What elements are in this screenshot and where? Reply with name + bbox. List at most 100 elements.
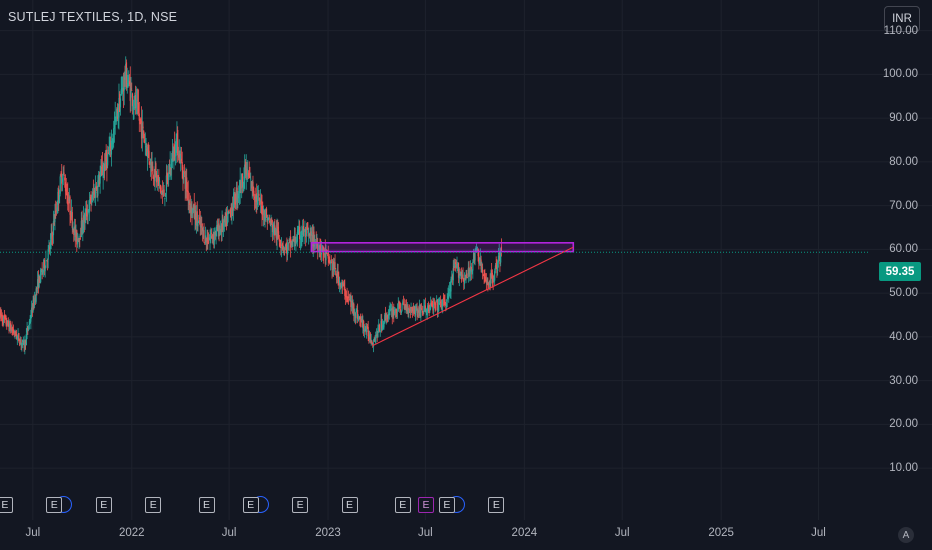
earnings-marker[interactable]: E — [46, 497, 63, 513]
candle-body — [436, 300, 438, 303]
candle-body — [486, 283, 488, 284]
candle-body — [135, 99, 137, 108]
candle-body — [198, 220, 200, 223]
candle-body — [406, 304, 408, 314]
last-price-badge: 59.35 — [879, 262, 921, 281]
candle-body — [237, 195, 239, 199]
candle-body — [27, 327, 29, 330]
candle-body — [200, 225, 202, 228]
symbol-title[interactable]: SUTLEJ TEXTILES, 1D, NSE — [8, 10, 178, 24]
time-scale-label: Jul — [418, 527, 433, 539]
candle-body — [208, 239, 210, 241]
candle-body — [40, 270, 43, 272]
currency-button[interactable]: INR — [884, 6, 920, 32]
candle-body — [355, 310, 357, 319]
candle-body — [268, 218, 270, 220]
candle-body — [280, 246, 283, 248]
candle-body — [321, 245, 323, 246]
candle-body — [289, 239, 291, 241]
candle-body — [198, 217, 201, 219]
candle-body — [6, 320, 9, 325]
candle-body — [332, 263, 334, 270]
earnings-marker[interactable]: E — [438, 497, 455, 513]
candle-body — [12, 330, 14, 332]
candle-body — [3, 316, 5, 322]
candle-body — [305, 228, 308, 236]
candle-body — [445, 303, 448, 308]
candle-body — [236, 187, 238, 200]
resistance-zone-rectangle — [310, 242, 575, 253]
candle-body — [122, 89, 124, 91]
candle-body — [68, 198, 70, 202]
candle-body — [207, 237, 209, 245]
candle-body — [102, 172, 104, 178]
candle-body — [276, 228, 278, 240]
candle-body — [112, 139, 114, 144]
candle-body — [235, 190, 238, 203]
candle-body — [188, 201, 190, 204]
earnings-marker-upcoming[interactable]: E — [418, 497, 434, 513]
candle-body — [4, 317, 6, 318]
candle-body — [392, 309, 394, 317]
candle-body — [467, 268, 469, 278]
candle-body — [137, 102, 139, 104]
candle-body — [340, 284, 342, 288]
candle-body — [151, 164, 153, 171]
candle-body — [460, 271, 463, 280]
earnings-marker[interactable]: E — [394, 497, 411, 513]
candle-body — [96, 191, 98, 193]
candle-body — [411, 307, 413, 309]
chart-drawings[interactable] — [310, 242, 575, 347]
earnings-marker[interactable]: E — [488, 497, 505, 513]
candle-body — [163, 189, 165, 197]
candle-body — [86, 214, 88, 217]
candle-body — [499, 255, 501, 265]
earnings-marker[interactable]: E — [292, 497, 309, 513]
earnings-marker[interactable]: E — [242, 497, 259, 513]
candle-body — [482, 269, 484, 273]
candle-body — [500, 248, 502, 263]
candle-body — [49, 247, 51, 250]
candle-body — [196, 211, 198, 224]
candle-body — [183, 172, 185, 178]
candle-body — [223, 216, 225, 223]
candle-body — [370, 339, 372, 343]
candle-body — [363, 321, 365, 332]
price-scale-label: 30.00 — [889, 374, 918, 387]
candle-body — [435, 303, 437, 305]
candle-body — [441, 305, 443, 307]
candle-body — [202, 229, 204, 234]
candle-body — [371, 341, 373, 344]
candle-body — [381, 319, 383, 329]
earnings-marker[interactable]: E — [145, 497, 162, 513]
candle-body — [311, 234, 314, 247]
earnings-marker[interactable]: E — [0, 497, 13, 513]
candle-body — [88, 211, 90, 213]
candle-body — [497, 261, 499, 272]
candle-body — [334, 262, 336, 269]
candle-body — [26, 328, 28, 333]
candle-body — [228, 209, 230, 213]
candle-body — [498, 253, 500, 255]
candle-body — [15, 334, 18, 339]
candle-body — [213, 234, 215, 240]
candle-body — [249, 176, 251, 179]
candle-body — [118, 97, 120, 118]
candle-body — [24, 340, 26, 350]
earnings-marker[interactable]: E — [95, 497, 112, 513]
auto-scale-button[interactable]: A — [898, 527, 914, 543]
candle-body — [51, 233, 53, 235]
candle-body — [256, 193, 258, 203]
candle-body — [324, 247, 326, 258]
candle-body — [18, 342, 21, 345]
candle-body — [167, 179, 169, 181]
candle-body — [262, 212, 264, 215]
candle-body — [146, 147, 149, 158]
earnings-marker[interactable]: E — [341, 497, 358, 513]
candle-body — [243, 176, 245, 189]
candle-body — [306, 226, 308, 229]
candle-body — [40, 269, 42, 283]
candle-body — [316, 243, 318, 246]
earnings-marker[interactable]: E — [198, 497, 215, 513]
